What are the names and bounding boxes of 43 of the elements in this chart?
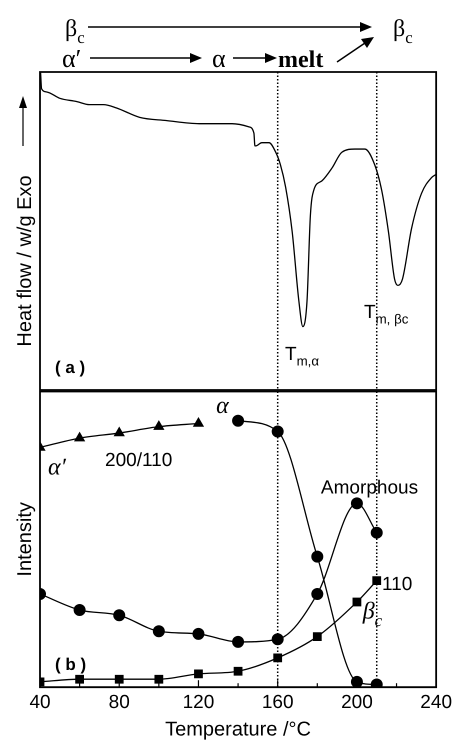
- series-label: α′: [48, 454, 67, 480]
- point: [272, 425, 284, 438]
- x-tick-label: 200: [341, 692, 373, 713]
- point: [370, 526, 383, 539]
- point: [74, 604, 86, 616]
- y-axis-title: Intensity: [14, 502, 36, 577]
- annotation: 110: [382, 574, 412, 595]
- series-label: α: [216, 392, 230, 419]
- point: [350, 676, 363, 688]
- point: [350, 497, 363, 510]
- point: [234, 666, 242, 676]
- point: [272, 633, 284, 646]
- point: [154, 420, 164, 430]
- point: [192, 628, 204, 640]
- point: [152, 625, 165, 638]
- point: [113, 609, 126, 622]
- point: [193, 417, 204, 427]
- x-tick-label: 160: [262, 692, 294, 713]
- annotation: ( b ): [55, 655, 86, 674]
- annotation: melt: [278, 47, 324, 73]
- point: [352, 598, 362, 606]
- x-tick-label: 40: [29, 692, 51, 713]
- point: [154, 674, 164, 684]
- y-axis-title: Heat flow / w/g Exo: [14, 175, 36, 347]
- x-tick-label: 80: [108, 692, 130, 713]
- annotation: ( a ): [55, 358, 86, 377]
- annotation: α: [212, 44, 226, 73]
- x-axis-title: Temperature /°C: [165, 718, 311, 741]
- point: [194, 669, 203, 678]
- point: [311, 550, 324, 563]
- point: [75, 674, 84, 684]
- annotation: α′: [62, 44, 82, 73]
- annotation: 200/110: [105, 450, 172, 471]
- point: [232, 414, 244, 427]
- point: [114, 427, 124, 436]
- point: [273, 654, 282, 662]
- point: [312, 632, 322, 641]
- point: [311, 588, 324, 600]
- series-label: Amorphous: [320, 477, 418, 498]
- x-tick-label: 120: [182, 692, 214, 713]
- point: [74, 432, 85, 442]
- point: [232, 636, 244, 648]
- x-tick-label: 240: [420, 692, 452, 713]
